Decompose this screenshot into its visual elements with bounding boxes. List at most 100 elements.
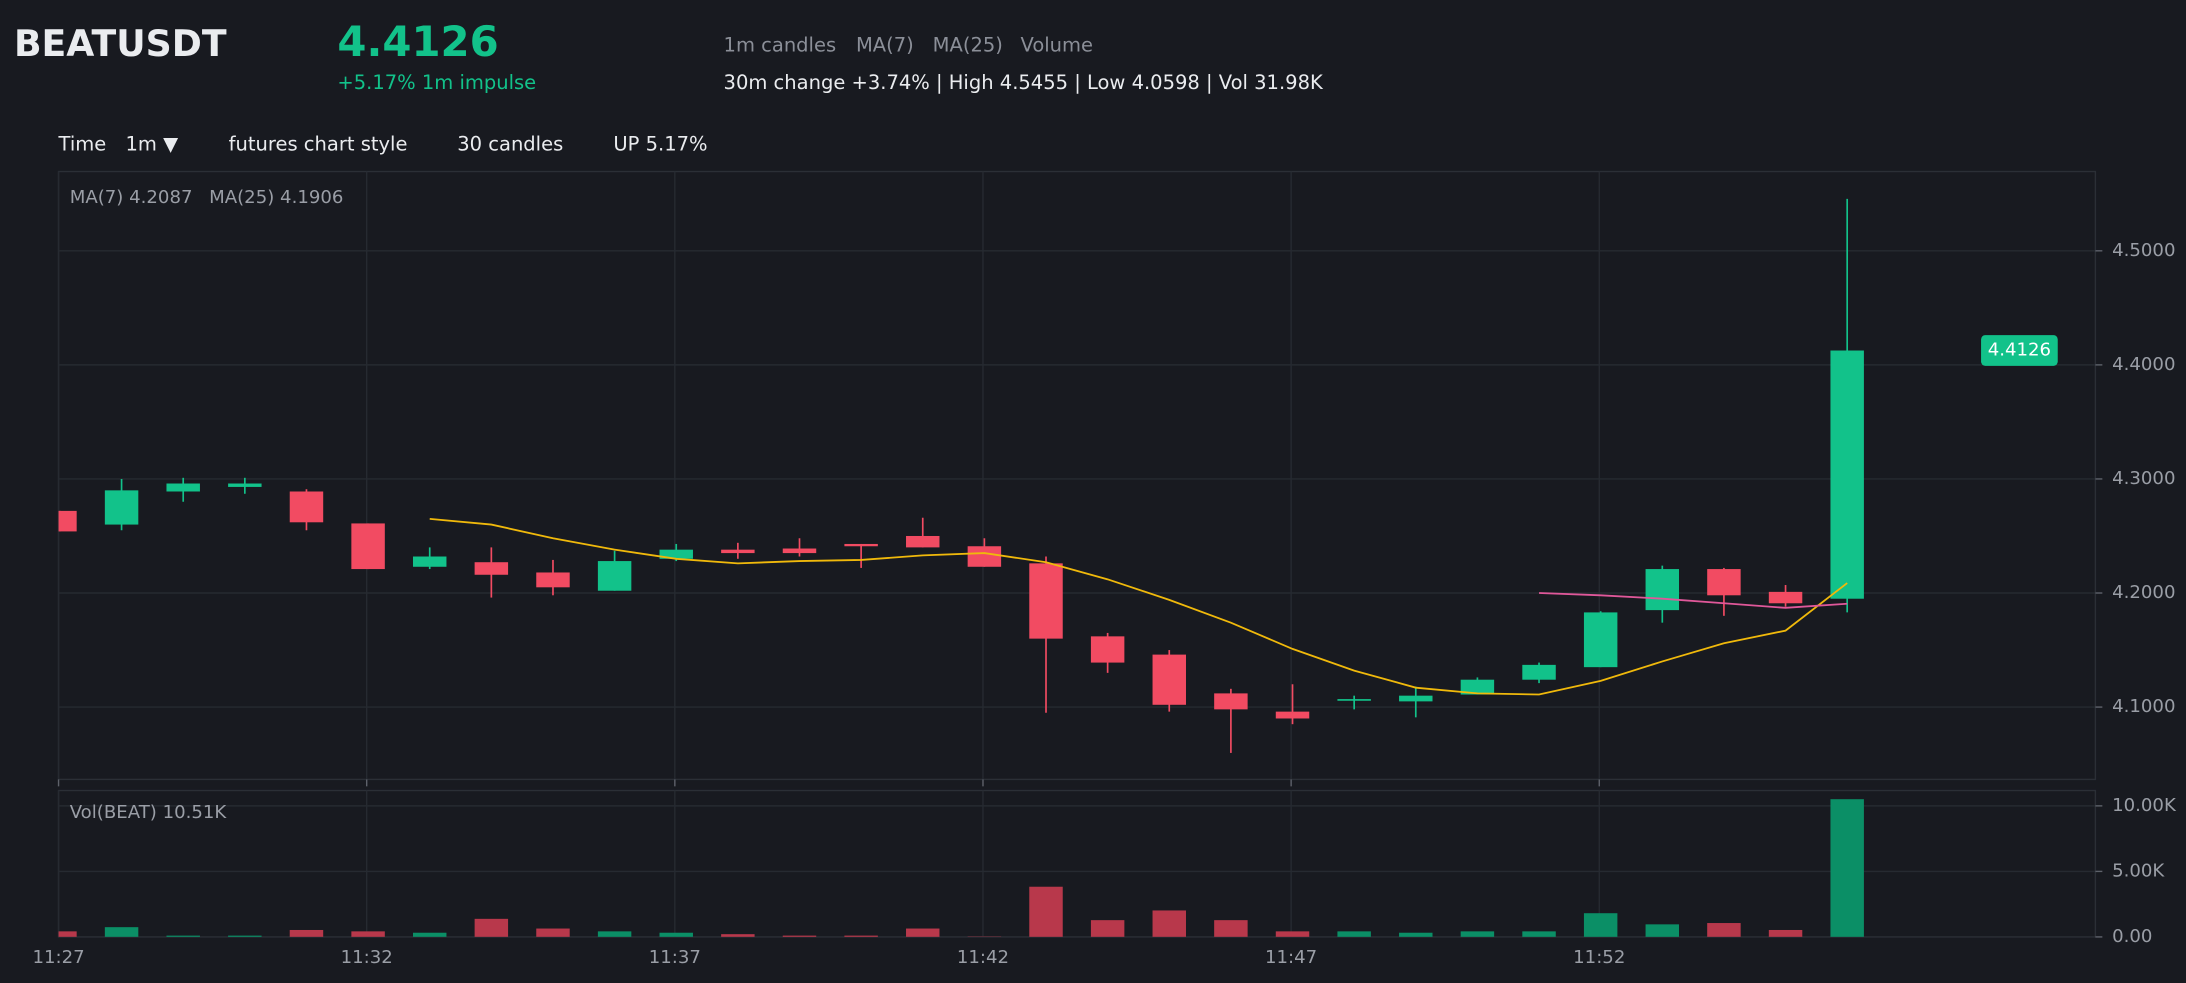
volume-bar — [1399, 932, 1433, 937]
y-tick-label: 10.00K — [2112, 795, 2177, 816]
volume-bar — [474, 918, 509, 937]
volume-bar — [1152, 910, 1186, 937]
y-tick-label: 4.4000 — [2112, 354, 2175, 375]
volume-bar — [58, 931, 77, 937]
candle-body — [228, 483, 262, 487]
volume-bar — [412, 932, 447, 937]
volume-bar — [906, 928, 940, 937]
volume-bar — [1522, 931, 1556, 937]
volume-bar — [228, 935, 262, 937]
candle-body — [474, 562, 509, 575]
volume-bar — [782, 935, 817, 937]
candle-body — [1707, 569, 1741, 596]
volume-bar — [597, 931, 632, 937]
volume-bar — [1337, 931, 1371, 937]
last-price-tag — [1981, 335, 2058, 366]
candle-count: 30 candles — [457, 133, 563, 156]
candle-body — [721, 549, 755, 554]
price-change: +5.17% 1m impulse — [337, 71, 536, 94]
candle-body — [1583, 612, 1618, 668]
y-tick-label: 0.00 — [2112, 926, 2152, 947]
ma-line — [429, 517, 1848, 696]
candle-body — [1337, 699, 1371, 701]
y-tick-label: 5.00K — [2112, 860, 2165, 881]
candle-body — [351, 523, 385, 570]
volume-bar — [351, 931, 385, 937]
volume-bar — [1583, 913, 1618, 937]
volume-bar — [844, 935, 878, 937]
y-tick-label: 4.1000 — [2112, 696, 2175, 717]
last-price: 4.4126 — [337, 17, 498, 66]
candle-body — [289, 491, 324, 523]
candle-body — [1645, 569, 1680, 611]
time-label: Time — [58, 133, 107, 156]
indicator[interactable]: MA(7) — [856, 34, 914, 57]
indicator[interactable]: 1m candles — [724, 34, 837, 57]
stats: 30m change +3.74% | High 4.5455 | Low 4.… — [724, 71, 1324, 94]
volume-bar — [1768, 929, 1803, 937]
candle-body — [597, 561, 632, 591]
indicator[interactable]: MA(25) — [933, 34, 1003, 57]
volume-bar — [1275, 931, 1310, 937]
volume-bar — [1707, 923, 1741, 937]
candle-body — [1152, 654, 1186, 705]
labels: 11:27 11:32 11:37 11:42 11:47 11:52 4.1000 4.20… — [32, 187, 2177, 968]
candle-body — [412, 556, 447, 567]
candle-body — [1522, 664, 1556, 680]
volume-bar — [721, 934, 755, 937]
candle-body — [1214, 693, 1248, 710]
volume-bar — [104, 927, 139, 937]
volume-plot — [58, 799, 1864, 937]
y-tick-label: 4.2000 — [2112, 582, 2175, 603]
symbol: BEATUSDT — [14, 22, 227, 65]
ma-line — [1539, 592, 1848, 609]
x-tick-label: 11:47 — [1265, 947, 1317, 968]
candle-body — [58, 510, 77, 532]
candle-body — [536, 572, 570, 588]
price-plot — [58, 198, 1864, 753]
candle-body — [1768, 591, 1803, 604]
direction: UP 5.17% — [613, 133, 707, 156]
candle-body — [1029, 563, 1063, 639]
candle-body — [1399, 695, 1433, 702]
candle-body — [906, 535, 940, 548]
x-tick-label: 11:32 — [341, 947, 393, 968]
x-tick-label: 11:52 — [1573, 947, 1625, 968]
volume-bar — [1214, 920, 1248, 937]
volume-bar — [1460, 931, 1495, 937]
legend-entry: MA(7) 4.2087 — [70, 187, 193, 208]
volume-bar — [536, 928, 570, 937]
candle-body — [166, 483, 200, 492]
candle-body — [844, 543, 878, 547]
candle-body — [782, 548, 817, 554]
candle-body — [967, 546, 1002, 567]
candle-body — [659, 549, 693, 559]
y-tick-label: 4.3000 — [2112, 468, 2175, 489]
x-tick-label: 11:37 — [649, 947, 701, 968]
volume-title: Vol(BEAT) 10.51K — [70, 802, 228, 823]
volume-bar — [1830, 799, 1864, 937]
chart-style[interactable]: futures chart style — [229, 133, 408, 156]
last-price-label: 4.4126 — [1988, 340, 2051, 361]
volume-bar — [166, 935, 200, 937]
volume-bar — [659, 932, 693, 937]
volume-bar — [1090, 920, 1125, 937]
volume-bar — [1645, 924, 1680, 937]
candle-body — [104, 490, 139, 525]
indicator[interactable]: Volume — [1021, 34, 1094, 57]
x-tick-label: 11:27 — [32, 947, 84, 968]
legend-entry: MA(25) 4.1906 — [209, 187, 343, 208]
candle-body — [1275, 711, 1310, 719]
y-tick-label: 4.5000 — [2112, 240, 2175, 261]
candle-body — [1460, 679, 1495, 695]
x-tick-label: 11:42 — [957, 947, 1009, 968]
volume-bar — [1029, 886, 1063, 937]
grid — [57, 171, 2103, 938]
candle-body — [1090, 636, 1125, 663]
interval-select[interactable]: 1m ▼ — [125, 133, 178, 156]
candle-body — [1830, 350, 1864, 599]
volume-bar — [289, 929, 324, 937]
